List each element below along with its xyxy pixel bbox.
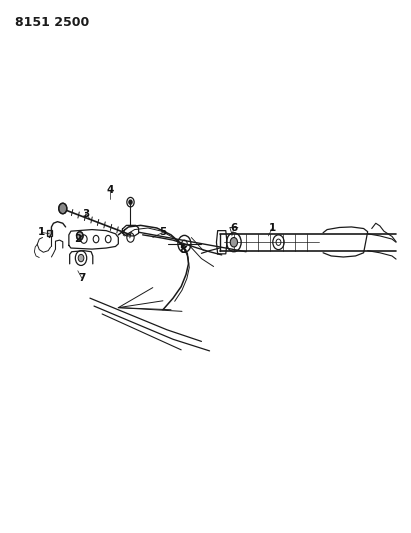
Text: 8151 2500: 8151 2500 — [15, 16, 89, 29]
Text: 4: 4 — [106, 185, 114, 195]
Text: 3: 3 — [82, 209, 90, 219]
Circle shape — [78, 254, 84, 262]
Text: 5: 5 — [159, 227, 166, 237]
Text: 1: 1 — [38, 227, 45, 237]
Text: 1: 1 — [269, 223, 276, 233]
Circle shape — [230, 238, 238, 247]
Text: 8: 8 — [180, 245, 187, 255]
Circle shape — [76, 232, 83, 240]
Text: 6: 6 — [230, 223, 238, 233]
Text: 2: 2 — [74, 233, 81, 244]
Bar — [46, 230, 52, 236]
Circle shape — [129, 200, 132, 204]
Text: 7: 7 — [78, 273, 85, 283]
Circle shape — [59, 203, 67, 214]
